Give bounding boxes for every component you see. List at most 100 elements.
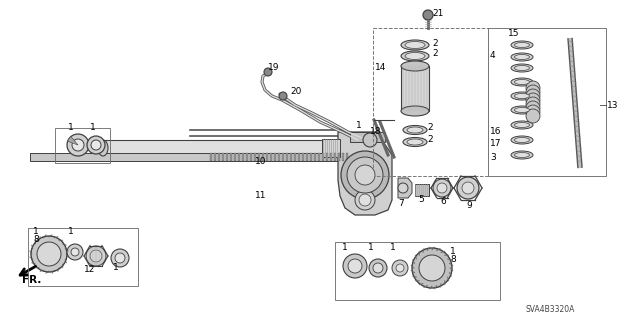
Circle shape [433, 179, 451, 197]
Text: 1: 1 [390, 243, 396, 253]
Text: 1: 1 [368, 243, 374, 253]
Ellipse shape [511, 151, 533, 159]
Circle shape [86, 246, 106, 266]
Bar [55, 128, 110, 163]
Ellipse shape [405, 41, 425, 48]
Text: 5: 5 [418, 196, 424, 204]
Bar [270, 153, 272, 161]
Bar [246, 153, 248, 161]
Bar [310, 153, 312, 161]
Circle shape [363, 133, 377, 147]
Text: 15: 15 [508, 28, 520, 38]
Text: 1: 1 [68, 123, 74, 132]
Bar [322, 153, 324, 161]
Bar [278, 153, 280, 161]
Bar [415, 184, 429, 196]
Text: 8: 8 [450, 256, 456, 264]
Circle shape [90, 250, 102, 262]
Circle shape [72, 139, 84, 151]
Bar [322, 139, 340, 157]
Bar [338, 153, 340, 161]
Bar [373, 28, 488, 176]
Text: 1: 1 [356, 122, 362, 130]
Ellipse shape [407, 139, 423, 145]
Text: 19: 19 [268, 63, 280, 71]
Circle shape [264, 68, 272, 76]
Circle shape [419, 255, 445, 281]
Bar [234, 153, 236, 161]
Ellipse shape [511, 121, 533, 129]
Bar [28, 228, 138, 286]
Bar [222, 153, 224, 161]
Circle shape [373, 263, 383, 273]
Text: 1: 1 [33, 226, 39, 235]
Ellipse shape [401, 106, 429, 116]
Ellipse shape [511, 92, 533, 100]
Text: 1: 1 [342, 243, 348, 253]
Bar [342, 153, 344, 161]
Text: 2: 2 [432, 49, 438, 58]
Circle shape [437, 183, 447, 193]
Bar [103, 140, 340, 156]
Text: 9: 9 [466, 201, 472, 210]
Ellipse shape [403, 125, 427, 135]
Circle shape [37, 242, 61, 266]
Circle shape [31, 236, 67, 272]
Circle shape [369, 259, 387, 277]
Ellipse shape [511, 41, 533, 49]
Text: 6: 6 [440, 197, 445, 206]
Polygon shape [398, 178, 412, 198]
Circle shape [67, 244, 83, 260]
Polygon shape [338, 132, 392, 215]
Text: 10: 10 [255, 158, 266, 167]
Circle shape [412, 248, 452, 288]
Bar [294, 153, 296, 161]
Circle shape [396, 264, 404, 272]
Bar [286, 153, 288, 161]
Circle shape [341, 151, 389, 199]
Text: 1: 1 [68, 226, 74, 235]
Ellipse shape [401, 61, 429, 71]
Circle shape [526, 105, 540, 119]
Circle shape [87, 136, 105, 154]
Text: 13: 13 [607, 100, 618, 109]
Text: 7: 7 [398, 199, 404, 209]
Ellipse shape [401, 51, 429, 61]
Text: 14: 14 [375, 63, 387, 72]
Ellipse shape [403, 137, 427, 146]
Bar [262, 153, 264, 161]
Text: SVA4B3320A: SVA4B3320A [526, 306, 575, 315]
Circle shape [526, 89, 540, 103]
Bar [30, 153, 390, 161]
Bar [218, 153, 220, 161]
Circle shape [115, 253, 125, 263]
Text: 4: 4 [490, 50, 495, 60]
Circle shape [398, 183, 408, 193]
Ellipse shape [515, 79, 529, 85]
Bar [242, 153, 244, 161]
Bar [346, 153, 348, 161]
Text: 16: 16 [490, 128, 502, 137]
Text: 18: 18 [370, 128, 381, 137]
Text: 20: 20 [290, 86, 301, 95]
Circle shape [392, 260, 408, 276]
Bar [298, 153, 300, 161]
Ellipse shape [515, 122, 529, 128]
Ellipse shape [515, 93, 529, 99]
Bar [258, 153, 260, 161]
Text: 1: 1 [113, 263, 119, 272]
Text: FR.: FR. [22, 275, 42, 285]
Circle shape [526, 93, 540, 107]
Ellipse shape [511, 53, 533, 61]
Circle shape [355, 165, 375, 185]
Ellipse shape [515, 55, 529, 60]
Bar [314, 153, 316, 161]
Circle shape [348, 259, 362, 273]
Circle shape [526, 97, 540, 111]
Circle shape [462, 182, 474, 194]
Bar [335, 242, 500, 300]
Bar [210, 153, 212, 161]
Ellipse shape [401, 40, 429, 50]
Ellipse shape [511, 106, 533, 114]
Circle shape [347, 157, 383, 193]
